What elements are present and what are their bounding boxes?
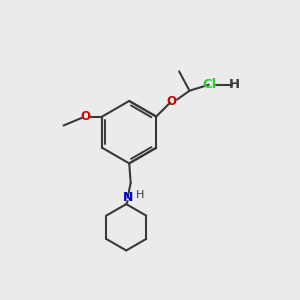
Text: N: N (122, 191, 133, 204)
Text: O: O (81, 110, 91, 123)
Text: O: O (167, 94, 177, 108)
Text: Cl: Cl (202, 78, 217, 91)
Text: H: H (229, 78, 240, 91)
Text: H: H (136, 190, 144, 200)
